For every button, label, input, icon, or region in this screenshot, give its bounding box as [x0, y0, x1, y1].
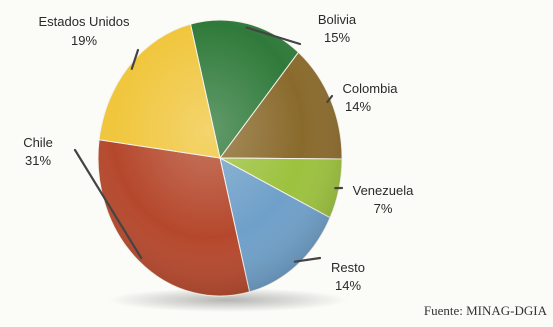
slice-value-colombia: 14% — [345, 99, 371, 114]
slice-value-resto: 14% — [335, 278, 361, 293]
slice-value-chile: 31% — [25, 153, 51, 168]
leader-line-chile — [73, 148, 143, 259]
slice-value-estados-unidos: 19% — [71, 33, 97, 48]
leader-line-bolivia — [245, 26, 302, 46]
leader-line-estados-unidos — [130, 48, 140, 70]
slice-label-colombia: Colombia — [343, 81, 399, 96]
slice-label-estados-unidos: Estados Unidos — [38, 14, 130, 29]
leader-line-colombia — [326, 94, 334, 104]
slice-label-chile: Chile — [23, 135, 53, 150]
slice-value-bolivia: 15% — [324, 30, 350, 45]
slice-label-venezuela: Venezuela — [353, 183, 414, 198]
source-note: Fuente: MINAG-DGIA — [423, 303, 547, 318]
leader-line-resto — [293, 256, 322, 263]
slice-value-venezuela: 7% — [374, 201, 393, 216]
slice-label-resto: Resto — [331, 260, 365, 275]
slice-label-bolivia: Bolivia — [318, 12, 357, 27]
